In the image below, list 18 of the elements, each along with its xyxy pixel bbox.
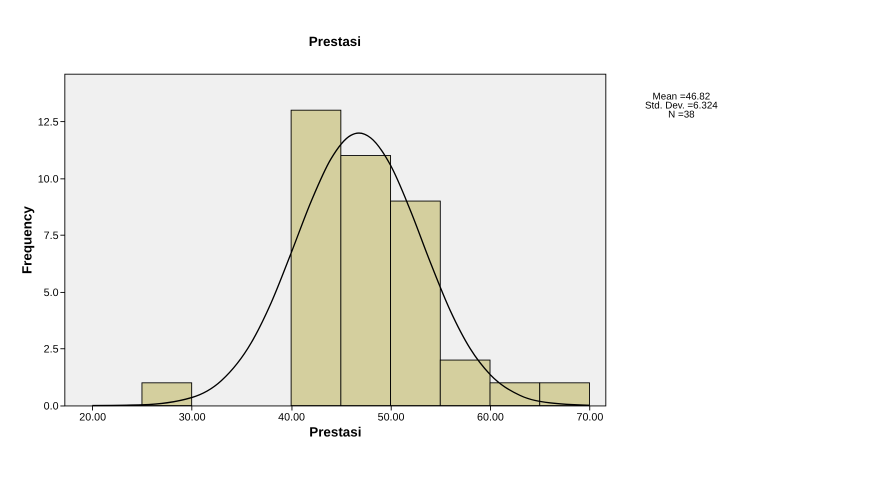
x-tick-label: 30.00 [178, 411, 206, 424]
x-tick-label: 50.00 [378, 411, 404, 424]
x-axis-title: Prestasi [309, 424, 362, 440]
y-tick-label: 0.0 [44, 400, 59, 413]
x-tick-label: 60.00 [477, 411, 504, 424]
text: N =38 [668, 110, 696, 121]
y-tick-label: 12.5 [38, 116, 59, 129]
y-tick-label: 10.0 [38, 173, 59, 186]
y-tick-label: 2.5 [44, 344, 59, 356]
y-tick-label: 7.5 [44, 230, 59, 242]
x-tick-label: 70.00 [576, 411, 604, 424]
x-tick-label: 40.00 [278, 411, 306, 424]
y-tick-label: 5.0 [44, 286, 59, 299]
chart-title: Prestasi [308, 34, 361, 50]
text: Mean =46.82 [652, 92, 710, 103]
x-tick-label: 20.00 [79, 411, 106, 424]
y-axis-title: Frequency [19, 206, 34, 274]
text: Std. Dev. =6.324 [645, 100, 718, 112]
